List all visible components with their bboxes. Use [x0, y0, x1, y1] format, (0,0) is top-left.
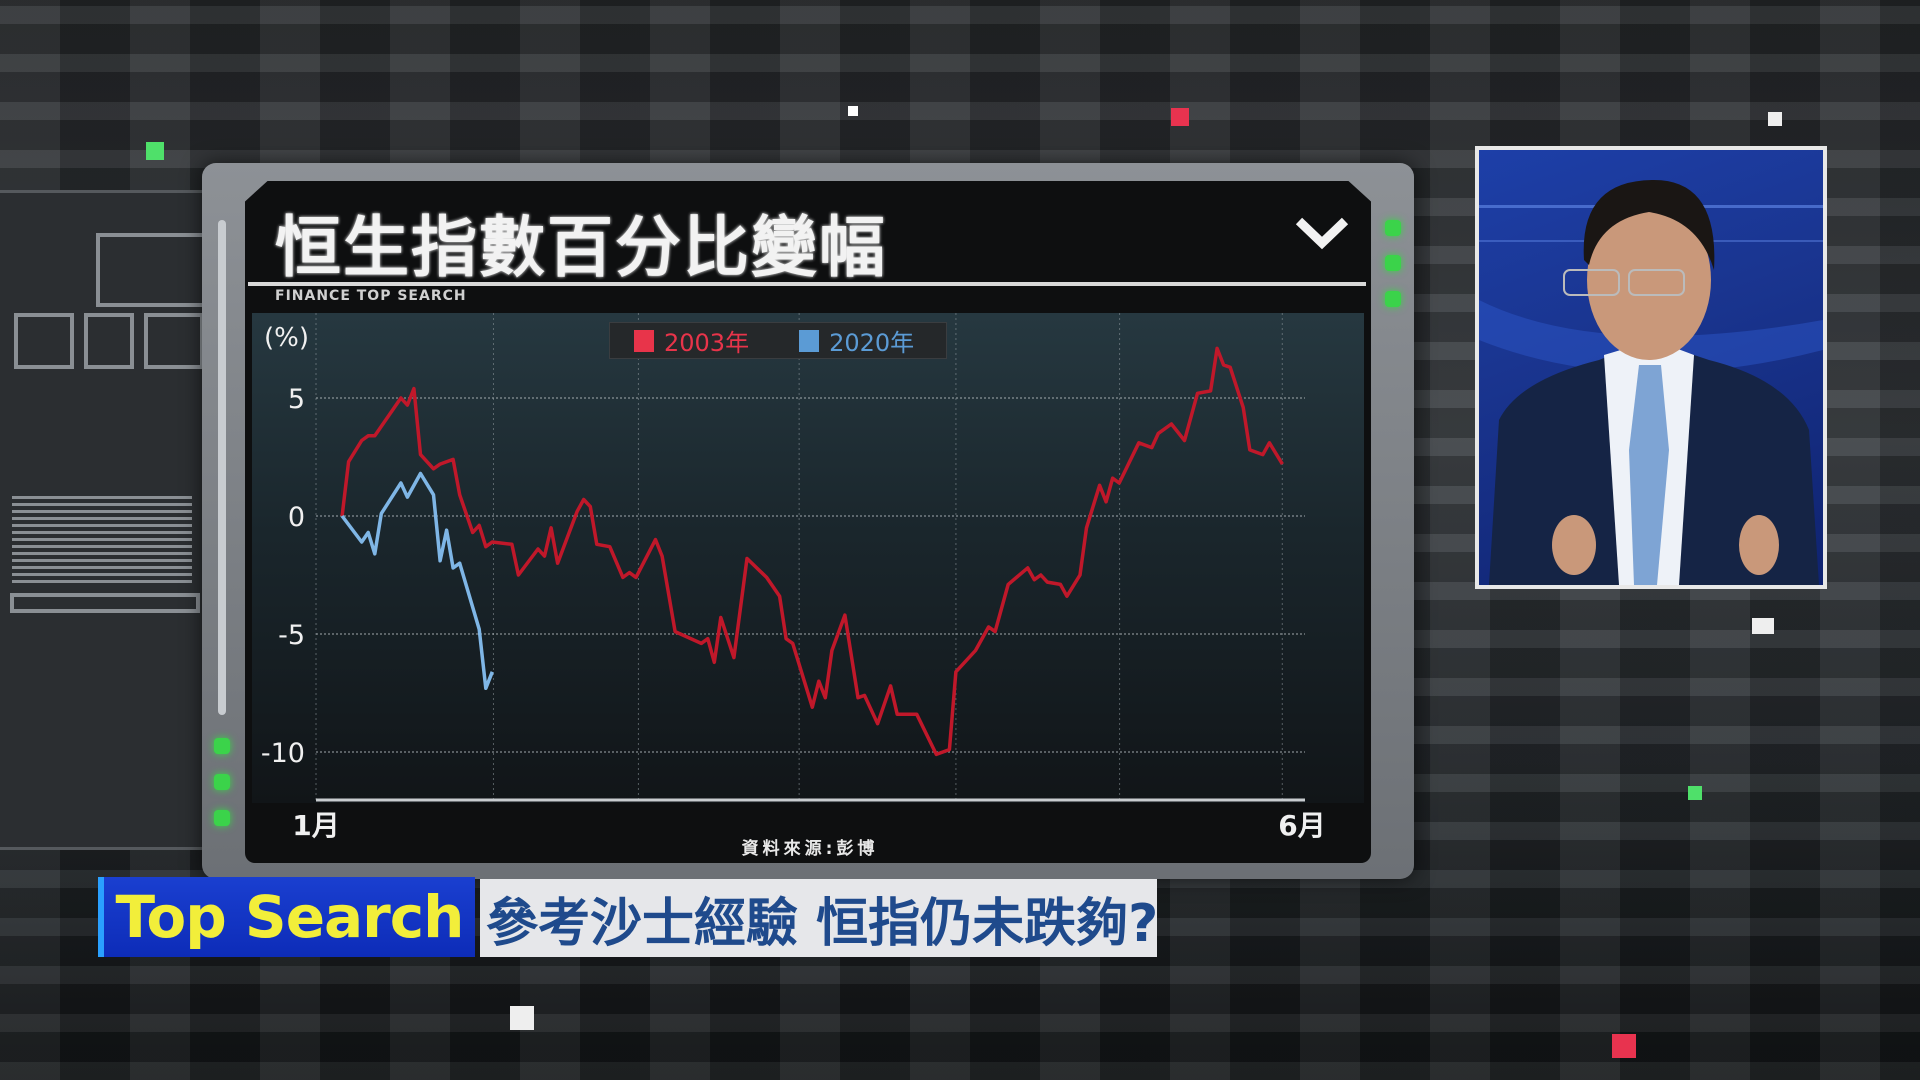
led-indicator: [214, 810, 230, 826]
y-axis-label: (%): [264, 323, 309, 353]
legend-item: 2020年: [799, 323, 914, 358]
legend-label: 2003年: [664, 329, 750, 357]
presenter-video: [1475, 146, 1827, 589]
chart-subtitle: FINANCE TOP SEARCH: [275, 288, 467, 304]
decor-light: [1688, 786, 1702, 800]
series-line-2020年: [340, 471, 494, 691]
x-tick-label: 6月: [1278, 809, 1325, 842]
led-indicator: [1385, 291, 1401, 307]
decor-light: [1752, 618, 1774, 634]
x-tick-label: 1月: [292, 809, 339, 842]
chart-title: 恒生指數百分比變幅: [275, 209, 887, 286]
title-divider: [248, 282, 1366, 286]
series-line-2003年: [340, 346, 1284, 757]
legend-label: 2020年: [829, 329, 915, 357]
y-tick-label: -10: [261, 738, 305, 769]
led-indicator: [214, 738, 230, 754]
chevron-down-icon[interactable]: [1295, 213, 1349, 253]
program-tag: Top Search: [98, 877, 475, 957]
y-tick-label: 5: [288, 384, 305, 415]
legend-item: 2003年: [634, 323, 749, 358]
decor-light: [146, 142, 164, 160]
decor-light: [1171, 108, 1189, 126]
headline: 參考沙士經驗 恒指仍未跌夠?: [480, 879, 1158, 957]
chart-legend: 2003年 2020年: [609, 322, 947, 359]
decor-light: [1612, 1034, 1636, 1058]
decor-light: [510, 1006, 534, 1030]
led-indicator: [214, 774, 230, 790]
led-indicator: [1385, 255, 1401, 271]
decor-panel: [0, 190, 206, 850]
decor-light: [848, 106, 858, 116]
decor-light: [1768, 112, 1782, 126]
led-indicator: [1385, 220, 1401, 236]
legend-swatch: [799, 329, 820, 352]
y-tick-label: 0: [288, 502, 305, 533]
y-tick-label: -5: [278, 620, 305, 651]
legend-swatch: [634, 329, 654, 352]
plot-area: [252, 313, 1364, 803]
presenter-image: [1479, 180, 1823, 585]
source-note: 資料來源:彭博: [742, 838, 879, 859]
frame-bar: [218, 220, 226, 715]
